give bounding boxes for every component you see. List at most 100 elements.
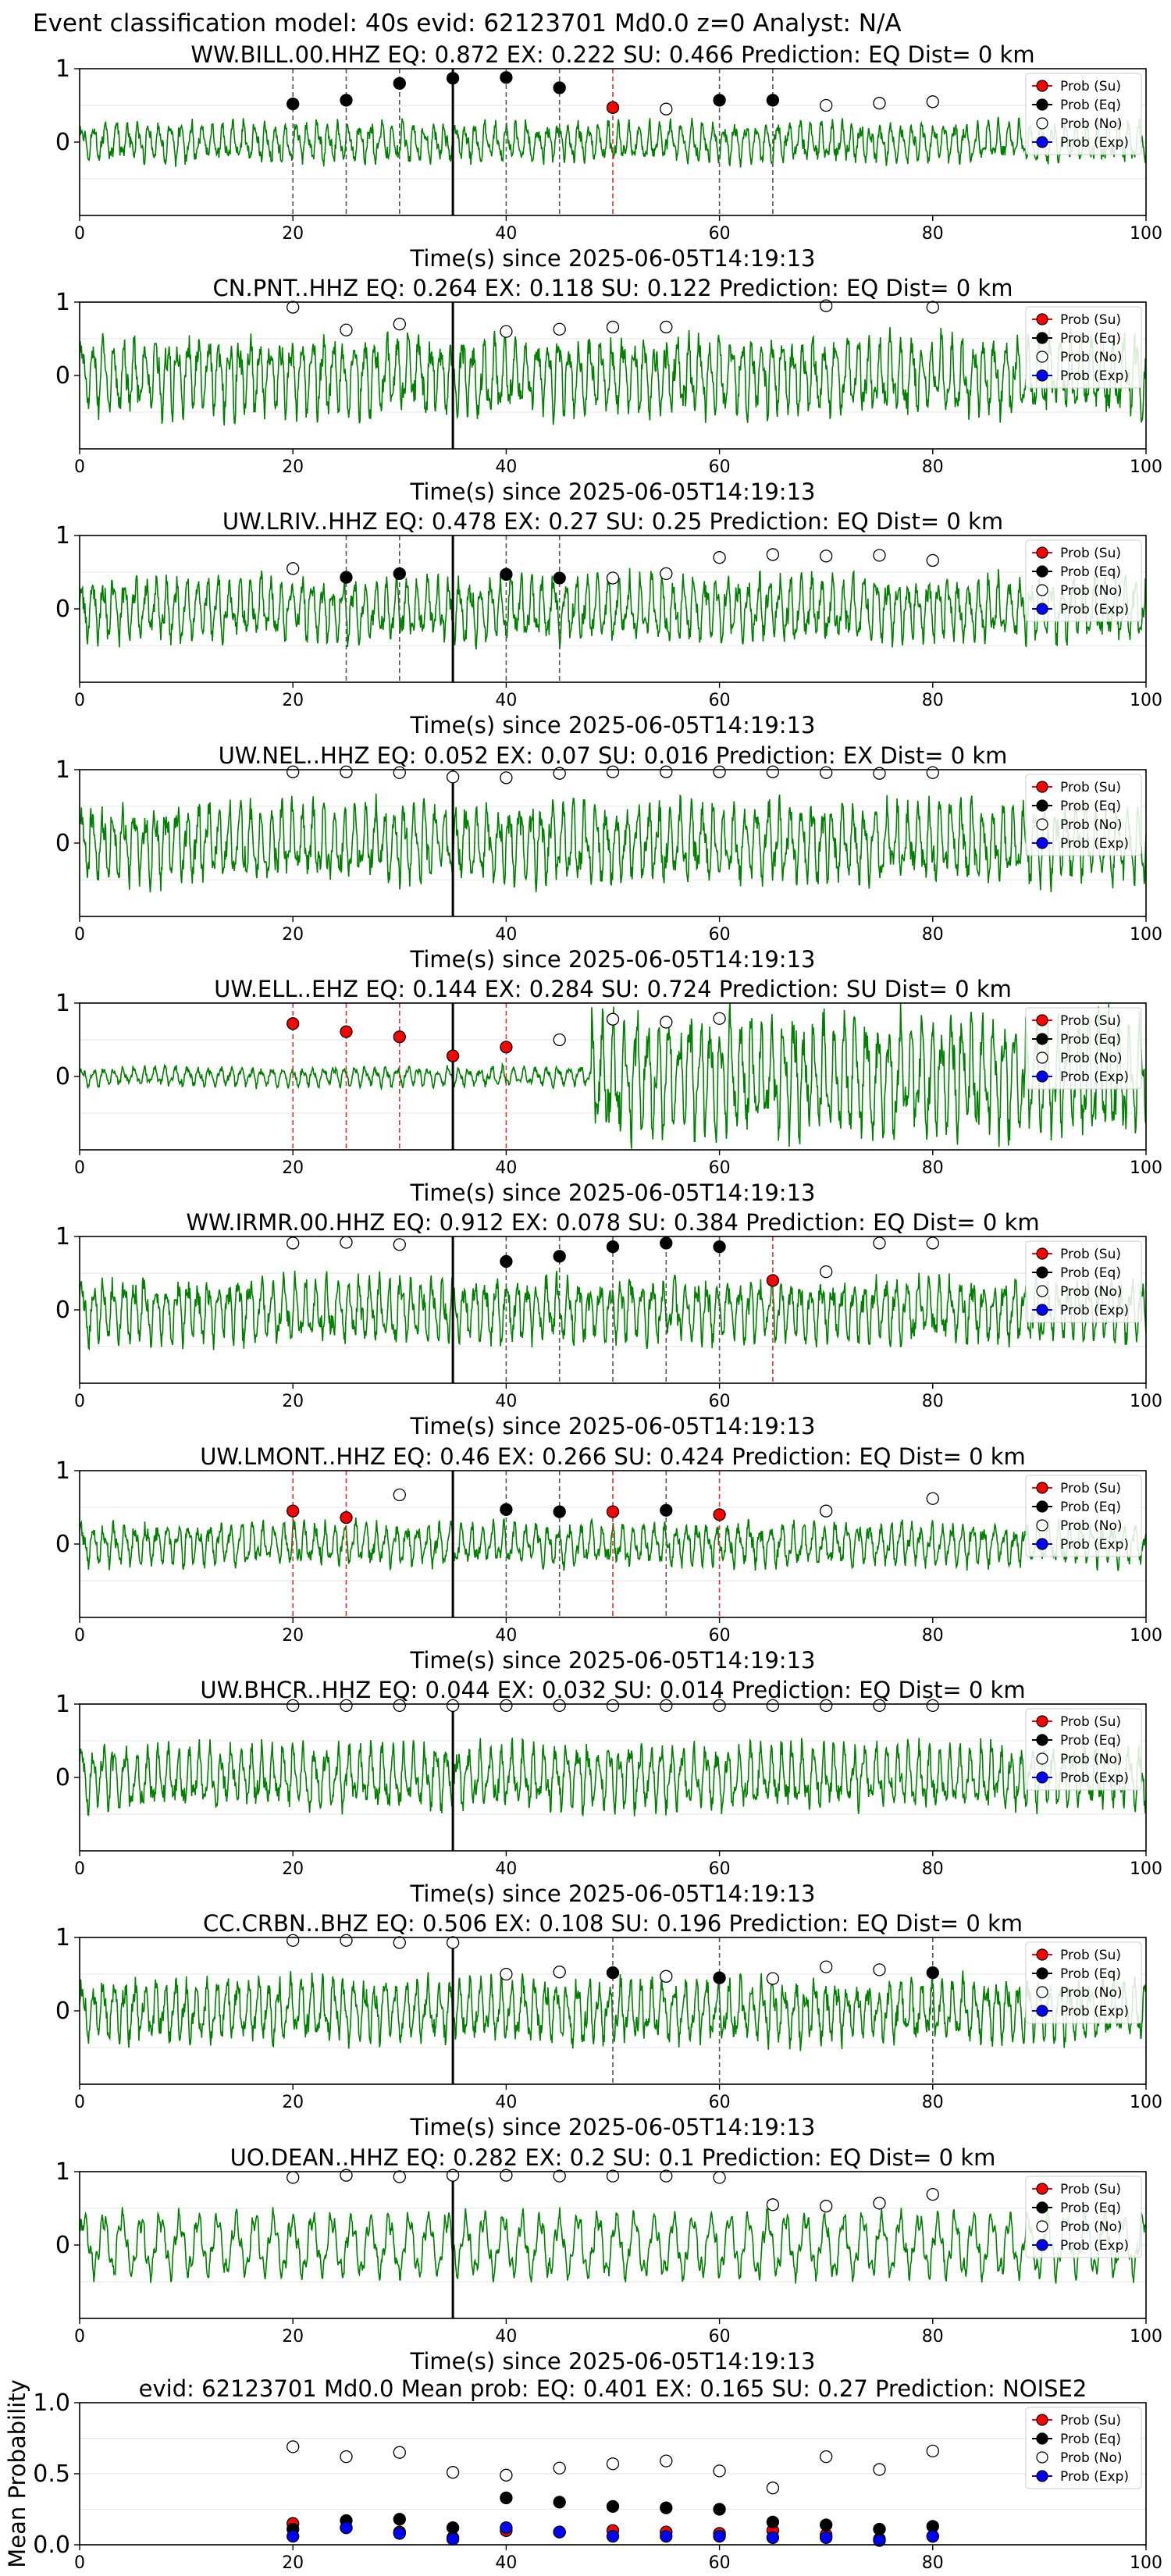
legend-box xyxy=(1025,306,1142,389)
prob-point-no xyxy=(446,1936,460,1949)
x-tick-label: 0 xyxy=(74,925,85,945)
x-tick-label: 60 xyxy=(709,1392,731,1411)
x-tick-label: 60 xyxy=(709,2553,731,2573)
prob-point-su xyxy=(500,1041,513,1054)
x-tick-label: 40 xyxy=(495,457,517,477)
prob-point-exp xyxy=(766,2531,780,2545)
subplot-title: CN.PNT..HHZ EQ: 0.264 EX: 0.118 SU: 0.12… xyxy=(213,275,1013,301)
figure-suptitle: Event classification model: 40s evid: 62… xyxy=(33,9,902,37)
x-axis-label: Time(s) since 2025-06-05T14:19:13 xyxy=(410,1179,816,1206)
prob-point-no xyxy=(287,2440,300,2453)
subplot-9: 0 20 40 60 80 100 0 1 CC.CRBN..BHZ EQ: 0.506 EX:… xyxy=(55,1910,1162,2140)
legend-label: Prob (Su) xyxy=(1060,1481,1121,1496)
prob-point-exp xyxy=(340,2521,353,2535)
prob-point-eq xyxy=(660,1503,673,1517)
prob-point-no xyxy=(553,1033,566,1047)
prob-point-eq xyxy=(446,72,460,85)
prob-point-eq xyxy=(446,2521,460,2535)
prob-point-eq xyxy=(713,1971,726,1984)
x-tick-label: 100 xyxy=(1130,1859,1162,1879)
x-tick-label: 80 xyxy=(922,2553,944,2573)
legend-marker-exp xyxy=(1036,2239,1048,2251)
x-tick-label: 80 xyxy=(922,1392,944,1411)
legend-marker-exp xyxy=(1036,1304,1048,1316)
legend-marker-eq xyxy=(1036,98,1048,111)
prob-point-no xyxy=(820,1960,833,1973)
waveform-trace xyxy=(80,326,1146,426)
legend-label: Prob (No) xyxy=(1060,116,1123,132)
prob-point-no xyxy=(340,2450,353,2464)
x-axis-label: Time(s) since 2025-06-05T14:19:13 xyxy=(410,1880,816,1907)
prob-point-eq xyxy=(553,81,566,94)
prob-point-eq xyxy=(766,94,780,107)
subplot-title: UW.LMONT..HHZ EQ: 0.46 EX: 0.266 SU: 0.4… xyxy=(200,1443,1026,1470)
y-tick-label: 0 xyxy=(55,596,70,623)
x-tick-label: 40 xyxy=(495,1626,517,1646)
x-tick-label: 0 xyxy=(74,1392,85,1411)
prob-point-no xyxy=(926,1236,939,1250)
legend: Prob (Su) Prob (Eq) Prob (No) Prob (Exp) xyxy=(1025,1941,1142,2024)
x-tick-label: 40 xyxy=(495,1859,517,1879)
prob-point-eq xyxy=(393,76,406,90)
x-tick-label: 20 xyxy=(282,925,304,945)
waveform-trace xyxy=(80,1737,1146,1817)
x-tick-label: 40 xyxy=(495,2093,517,2112)
prob-point-no xyxy=(500,2468,513,2482)
legend-marker-no xyxy=(1036,584,1048,596)
x-tick-label: 40 xyxy=(495,224,517,244)
prob-point-no xyxy=(287,301,300,314)
waveform-trace xyxy=(80,793,1146,893)
prob-point-no xyxy=(820,2200,833,2213)
waveform-trace xyxy=(80,1970,1146,2051)
legend-label: Prob (Exp) xyxy=(1060,1537,1129,1553)
prob-point-no xyxy=(713,1012,726,1025)
prob-point-no xyxy=(766,2198,780,2211)
legend-marker-exp xyxy=(1036,1538,1048,1550)
prob-point-no xyxy=(287,562,300,575)
x-tick-label: 20 xyxy=(282,2553,304,2573)
x-tick-label: 20 xyxy=(282,1859,304,1879)
prob-point-no xyxy=(553,1699,566,1713)
x-tick-label: 80 xyxy=(922,1626,944,1646)
prob-point-eq xyxy=(393,567,406,581)
y-tick-label: 1 xyxy=(55,1924,70,1952)
x-tick-label: 80 xyxy=(922,925,944,945)
grid xyxy=(80,2171,1146,2282)
prob-point-no xyxy=(553,1966,566,1979)
prob-point-no xyxy=(660,1969,673,1983)
legend: Prob (Su) Prob (Eq) Prob (No) Prob (Exp) xyxy=(1025,1708,1142,1791)
prob-point-no xyxy=(446,1699,460,1713)
x-tick-label: 0 xyxy=(74,1158,85,1178)
prob-point-eq xyxy=(606,2500,620,2514)
prob-point-no xyxy=(926,2187,939,2201)
legend-label: Prob (Su) xyxy=(1060,2413,1121,2428)
y-tick-label: 1 xyxy=(55,55,70,83)
prob-point-su xyxy=(446,1049,460,1062)
x-tick-label: 40 xyxy=(495,925,517,945)
prob-point-eq xyxy=(713,2503,726,2516)
legend-box xyxy=(1025,1941,1142,2024)
prob-point-eq xyxy=(873,2522,886,2536)
x-axis-label: Time(s) since 2025-06-05T14:19:13 xyxy=(410,1647,816,1674)
prob-point-no xyxy=(873,1963,886,1976)
prob-point-no xyxy=(820,1699,833,1713)
legend-label: Prob (Su) xyxy=(1060,79,1121,94)
x-axis-label: Time(s) since 2025-06-05T14:19:13 xyxy=(410,245,816,272)
legend-label: Prob (Su) xyxy=(1060,1714,1121,1730)
x-tick-label: 20 xyxy=(282,1626,304,1646)
legend: Prob (Su) Prob (Eq) Prob (No) Prob (Exp) xyxy=(1025,1240,1142,1323)
legend-box xyxy=(1025,1007,1142,1090)
prob-point-eq xyxy=(713,1240,726,1254)
subplot-10: 0 20 40 60 80 100 0 1 UO.DEAN..HHZ EQ: 0.282 EX:… xyxy=(55,2144,1162,2375)
prob-point-no xyxy=(766,2482,780,2495)
legend-marker-eq xyxy=(1036,2201,1048,2214)
legend-marker-su xyxy=(1036,1247,1048,1260)
prob-point-no xyxy=(500,325,513,338)
legend-label: Prob (Su) xyxy=(1060,780,1121,795)
legend-marker-no xyxy=(1036,350,1048,363)
x-tick-label: 40 xyxy=(495,691,517,710)
legend-marker-exp xyxy=(1036,369,1048,382)
subplot-title: WW.IRMR.00.HHZ EQ: 0.912 EX: 0.078 SU: 0… xyxy=(186,1209,1039,1236)
